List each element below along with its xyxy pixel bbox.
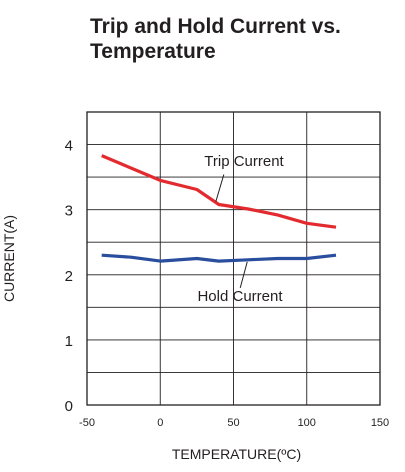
trip-current-annotation: Trip Current bbox=[204, 153, 284, 170]
x-axis-label: TEMPERATURE(ºC) bbox=[172, 446, 301, 462]
series-line-trip-current bbox=[101, 154, 337, 229]
y-tick-label: 3 bbox=[65, 203, 73, 220]
y-tick-label: 1 bbox=[65, 333, 73, 350]
chart-title-line-1: Trip and Hold Current vs. bbox=[90, 15, 341, 38]
x-tick-label: 0 bbox=[157, 417, 163, 429]
plot-frame bbox=[86, 111, 381, 406]
hold-current-annotation: Hold Current bbox=[197, 288, 283, 305]
annotation-layer: Trip Current Hold Current bbox=[197, 153, 284, 305]
chart-title: Trip and Hold Current vs. Temperature bbox=[90, 14, 400, 64]
x-tick-label: 150 bbox=[371, 417, 389, 429]
x-tick-label: 100 bbox=[298, 417, 316, 429]
hold-current-leader bbox=[239, 261, 248, 289]
x-tick-label: -50 bbox=[79, 417, 95, 429]
y-axis-label: CURRENT(A) bbox=[1, 215, 17, 302]
grid-layer bbox=[87, 112, 380, 405]
y-tick-label: 2 bbox=[65, 268, 73, 285]
tick-label-layer: -50 0 50 100 150 0 1 2 3 4 bbox=[65, 138, 390, 429]
y-tick-label: 0 bbox=[65, 398, 73, 415]
y-tick-label: 4 bbox=[65, 138, 73, 155]
chart-title-line-2: Temperature bbox=[90, 40, 216, 63]
series-line-hold-current bbox=[101, 253, 337, 263]
trip-current-leader bbox=[215, 174, 225, 202]
x-tick-label: 50 bbox=[227, 417, 239, 429]
series-layer bbox=[101, 154, 337, 263]
